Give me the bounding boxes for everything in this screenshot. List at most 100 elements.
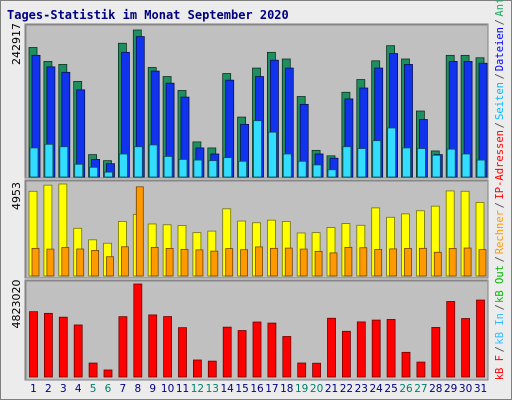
bar-kbf-26 <box>401 351 411 378</box>
bar-rechner-18 <box>284 247 293 277</box>
bar-rechner-5 <box>91 250 99 277</box>
legend-item: IP-Adressen <box>494 130 506 200</box>
bar-rechner-17 <box>269 247 278 277</box>
bar-rechner-7 <box>121 246 129 277</box>
bar-seiten-3 <box>59 146 69 178</box>
bar-kbf-30 <box>461 318 471 378</box>
bar-rechner-19 <box>299 248 308 277</box>
bar-seiten-13 <box>208 160 218 178</box>
day-label-2: 2 <box>45 383 52 395</box>
bar-kbf-2 <box>44 312 53 378</box>
y-max-label: 242917 <box>10 23 23 65</box>
bar-kbf-1 <box>29 311 38 378</box>
bar-seiten-18 <box>282 153 292 178</box>
bar-rechner-4 <box>76 248 85 277</box>
bar-kbf-5 <box>88 362 98 378</box>
bar-seiten-16 <box>253 120 262 178</box>
day-label-12: 12 <box>191 383 204 395</box>
day-label-22: 22 <box>340 383 353 395</box>
bar-kbf-10 <box>163 316 173 378</box>
bar-kbf-14 <box>222 326 232 378</box>
bar-kbf-7 <box>118 316 128 378</box>
day-label-3: 3 <box>60 383 67 395</box>
bar-kbf-8 <box>133 283 143 378</box>
day-label-5: 5 <box>90 383 97 395</box>
bar-rechner-21 <box>329 252 338 277</box>
bar-seiten-4 <box>74 163 84 178</box>
bar-seiten-30 <box>461 153 471 178</box>
legend-item: / <box>494 18 506 26</box>
day-label-21: 21 <box>325 383 338 395</box>
bar-seiten-28 <box>431 154 441 178</box>
legend-item: / <box>494 73 506 80</box>
bar-seiten-14 <box>223 157 233 178</box>
day-label-27: 27 <box>414 383 427 395</box>
y-max-label: 4953 <box>10 182 23 210</box>
day-label-8: 8 <box>134 383 141 395</box>
day-label-9: 9 <box>149 383 156 395</box>
bar-kbf-11 <box>178 327 187 378</box>
bar-kbf-24 <box>371 319 381 378</box>
day-label-4: 4 <box>75 383 82 395</box>
bar-kbf-31 <box>476 299 485 378</box>
bar-rechner-27 <box>418 247 427 277</box>
bar-seiten-9 <box>148 144 158 178</box>
bar-seiten-7 <box>119 153 128 178</box>
day-label-7: 7 <box>120 383 127 395</box>
bar-rechner-20 <box>314 250 323 277</box>
bar-kbf-13 <box>207 360 217 378</box>
legend-item: / <box>494 346 506 353</box>
bar-rechner-22 <box>344 246 353 277</box>
legend-item: Anfragen <box>491 0 509 17</box>
bar-kbf-18 <box>282 336 292 378</box>
day-label-29: 29 <box>444 383 457 395</box>
legend-item: / <box>494 304 506 311</box>
day-label-26: 26 <box>399 383 413 395</box>
legend-item: Rechner <box>494 209 506 255</box>
bar-kbf-17 <box>267 322 277 378</box>
bar-seiten-22 <box>342 146 352 178</box>
bar-rechner-8 <box>135 186 144 277</box>
day-label-31: 31 <box>474 383 487 395</box>
bar-seiten-2 <box>44 143 54 178</box>
bar-seiten-21 <box>327 169 337 178</box>
bar-seiten-23 <box>357 148 367 178</box>
bar-rechner-23 <box>359 247 368 277</box>
day-label-19: 19 <box>295 383 308 395</box>
legend-item: Dateien <box>494 27 506 72</box>
bar-seiten-15 <box>238 160 248 178</box>
bar-rechner-15 <box>240 249 249 277</box>
day-label-23: 23 <box>355 383 368 395</box>
chart-legend: kB F / kB In / kB Out / Rechner / IP-Adressen / Se… <box>491 0 509 380</box>
day-label-20: 20 <box>310 383 323 395</box>
day-label-25: 25 <box>384 383 397 395</box>
legend-item: kB Out <box>494 264 506 303</box>
bar-kbf-21 <box>327 317 336 378</box>
bar-kbf-15 <box>237 330 247 378</box>
bar-kbf-6 <box>103 369 113 378</box>
day-label-16: 16 <box>250 383 264 395</box>
day-label-17: 17 <box>265 383 278 395</box>
bar-seiten-17 <box>267 131 277 178</box>
bar-seiten-26 <box>402 147 411 178</box>
day-label-15: 15 <box>235 383 248 395</box>
bar-seiten-12 <box>193 159 203 178</box>
bar-rechner-16 <box>255 246 263 277</box>
bar-seiten-19 <box>297 160 307 178</box>
bar-rechner-24 <box>374 249 383 277</box>
day-label-28: 28 <box>429 383 442 395</box>
bar-kbf-28 <box>431 327 441 378</box>
day-label-1: 1 <box>30 383 37 395</box>
bar-rechner-13 <box>210 250 219 277</box>
day-label-11: 11 <box>176 383 189 395</box>
bar-rechner-3 <box>61 247 70 277</box>
bar-kbf-20 <box>312 362 322 378</box>
bar-rechner-10 <box>165 247 174 277</box>
bar-rechner-9 <box>150 247 159 277</box>
bar-rechner-29 <box>448 248 457 277</box>
bar-rechner-12 <box>195 249 204 277</box>
bar-rechner-1 <box>31 247 40 277</box>
bar-seiten-31 <box>476 159 486 178</box>
bar-seiten-11 <box>178 159 188 178</box>
